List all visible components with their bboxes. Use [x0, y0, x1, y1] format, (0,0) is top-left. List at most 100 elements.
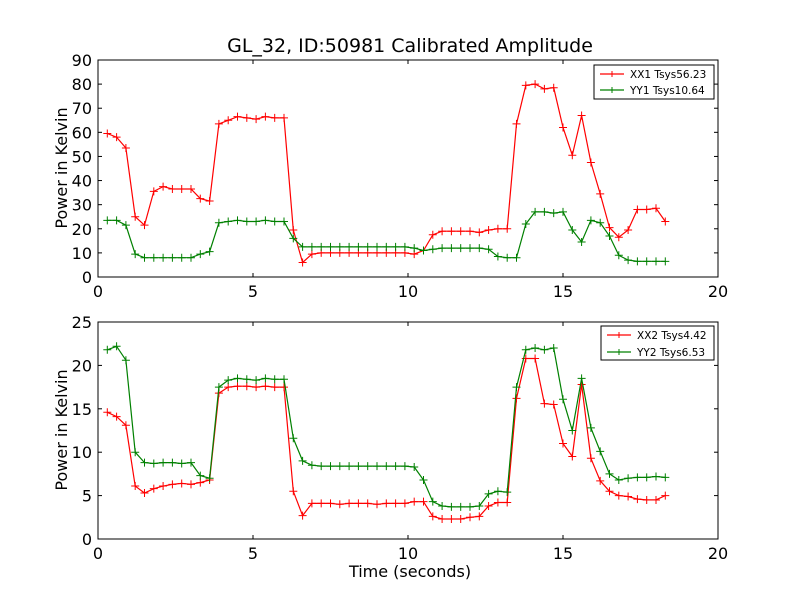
- top-series-1-point: [149, 253, 158, 262]
- bottom-series-1-point: [531, 344, 540, 353]
- top-series-1-point: [214, 218, 223, 227]
- top-series-1-point: [177, 253, 186, 262]
- top-series-1-point: [586, 216, 595, 225]
- bottom-series-0-point: [298, 511, 307, 520]
- top-y-tick-label: 90: [72, 51, 92, 70]
- bottom-series-0-point: [177, 479, 186, 488]
- top-series-1-point: [521, 219, 530, 228]
- top-series-1-point: [270, 217, 279, 226]
- bottom-series-1-point: [131, 448, 140, 457]
- top-series-0-point: [242, 113, 251, 122]
- top-series-0-point: [596, 189, 605, 198]
- top-series-1-point: [205, 247, 214, 256]
- bottom-series-0-point: [540, 399, 549, 408]
- bottom-series-1-point: [121, 356, 130, 365]
- top-series-0-point: [577, 111, 586, 120]
- bottom-series-0-point: [568, 452, 577, 461]
- top-y-tick-label: 30: [72, 196, 92, 215]
- top-series-1-point: [112, 216, 121, 225]
- bottom-series-0-point: [373, 500, 381, 509]
- bottom-series-1-point: [596, 447, 605, 456]
- bottom-series-0-point: [410, 497, 419, 506]
- bottom-y-axis-label: Power in Kelvin: [52, 369, 71, 490]
- top-series-1-point: [624, 256, 633, 265]
- top-series-0-point: [214, 119, 223, 128]
- top-series-0-point: [159, 182, 168, 191]
- top-series-1-point: [400, 242, 409, 251]
- top-legend-box: [593, 64, 715, 100]
- bottom-series-0-point: [456, 515, 465, 524]
- top-series-1-point: [419, 246, 428, 255]
- bottom-legend: XX2 Tsys4.42 YY2 Tsys6.53: [600, 325, 715, 361]
- bottom-series-1-point: [252, 376, 261, 385]
- bottom-series-1-point: [242, 375, 251, 384]
- bottom-legend-label-xx2: XX2 Tsys4.42: [637, 330, 707, 342]
- bottom-series-0-point: [475, 512, 484, 521]
- bottom-series-1-point: [391, 462, 400, 471]
- bottom-series-0-point: [512, 394, 521, 403]
- bottom-series-1-point: [642, 473, 651, 482]
- top-y-tick-label: 0: [82, 268, 92, 287]
- top-series-0-point: [633, 205, 642, 214]
- top-y-tick-label: 50: [72, 147, 92, 166]
- top-series-1-point: [373, 242, 381, 251]
- top-series-0-point: [428, 230, 437, 239]
- bottom-series-1-point: [159, 458, 168, 467]
- bottom-series-0-point: [363, 499, 372, 508]
- bottom-series-0-point: [345, 499, 354, 508]
- bottom-y-tick-label: 0: [82, 530, 92, 549]
- bottom-series-0-point: [335, 500, 344, 509]
- top-series-1-point: [652, 257, 660, 266]
- top-y-tick-label: 40: [72, 172, 92, 191]
- bottom-series-1-point: [307, 461, 316, 470]
- bottom-series-0-point: [270, 383, 279, 392]
- bottom-series-0-point: [400, 499, 409, 508]
- top-series-0-point: [456, 227, 465, 236]
- bottom-series-1-point: [373, 462, 381, 471]
- top-series-1-point: [484, 245, 493, 254]
- bottom-series-0-point: [140, 488, 149, 497]
- top-legend-label-xx1: XX1 Tsys56.23: [630, 69, 706, 81]
- bottom-series-1-point: [549, 344, 558, 353]
- top-x-tick-label: 15: [553, 282, 573, 301]
- bottom-legend-marker-yy2: [616, 349, 622, 355]
- bottom-legend-box: [600, 325, 715, 361]
- bottom-series-0-point: [633, 495, 642, 504]
- bottom-series-0-point: [642, 495, 651, 504]
- top-series-0-point: [568, 151, 577, 160]
- bottom-series-1-point: [475, 502, 484, 511]
- bottom-series-1-point: [410, 462, 419, 471]
- bottom-series-1-point: [419, 475, 428, 484]
- bottom-series-0-point: [493, 498, 502, 507]
- bottom-series-0-point: [391, 499, 400, 508]
- top-series-0-point: [512, 119, 521, 128]
- bottom-series-1-point: [345, 462, 354, 471]
- top-series-1-point: [456, 244, 465, 253]
- bottom-series-1-point: [289, 434, 298, 443]
- top-x-tick-label: 10: [398, 282, 418, 301]
- top-series-0-point: [261, 112, 270, 121]
- bottom-y-tick-label: 25: [72, 313, 92, 332]
- bottom-series-1-point: [233, 374, 242, 383]
- bottom-series-0-point: [233, 382, 242, 391]
- top-series-1-point: [103, 216, 112, 225]
- bottom-series-0-point: [242, 382, 251, 391]
- bottom-y-tick-label: 15: [72, 400, 92, 419]
- bottom-series-1-point: [177, 459, 186, 468]
- bottom-series-1-point: [568, 426, 577, 435]
- top-series-0-point: [521, 81, 530, 90]
- top-series-0-point: [307, 250, 316, 259]
- top-series-0-point: [614, 233, 623, 242]
- top-series-1-point: [410, 244, 419, 253]
- bottom-x-tick-label: 10: [398, 544, 418, 563]
- top-series-1-point: [605, 232, 614, 241]
- top-series-1-point: [568, 225, 577, 234]
- top-series-1-point: [391, 242, 400, 251]
- top-series-1-point: [121, 221, 130, 230]
- bottom-series-0-point: [382, 499, 391, 508]
- top-series-0-point: [475, 228, 484, 237]
- top-series-1-point: [633, 257, 642, 266]
- top-series-0-point: [168, 184, 177, 193]
- bottom-series-0-point: [103, 408, 112, 417]
